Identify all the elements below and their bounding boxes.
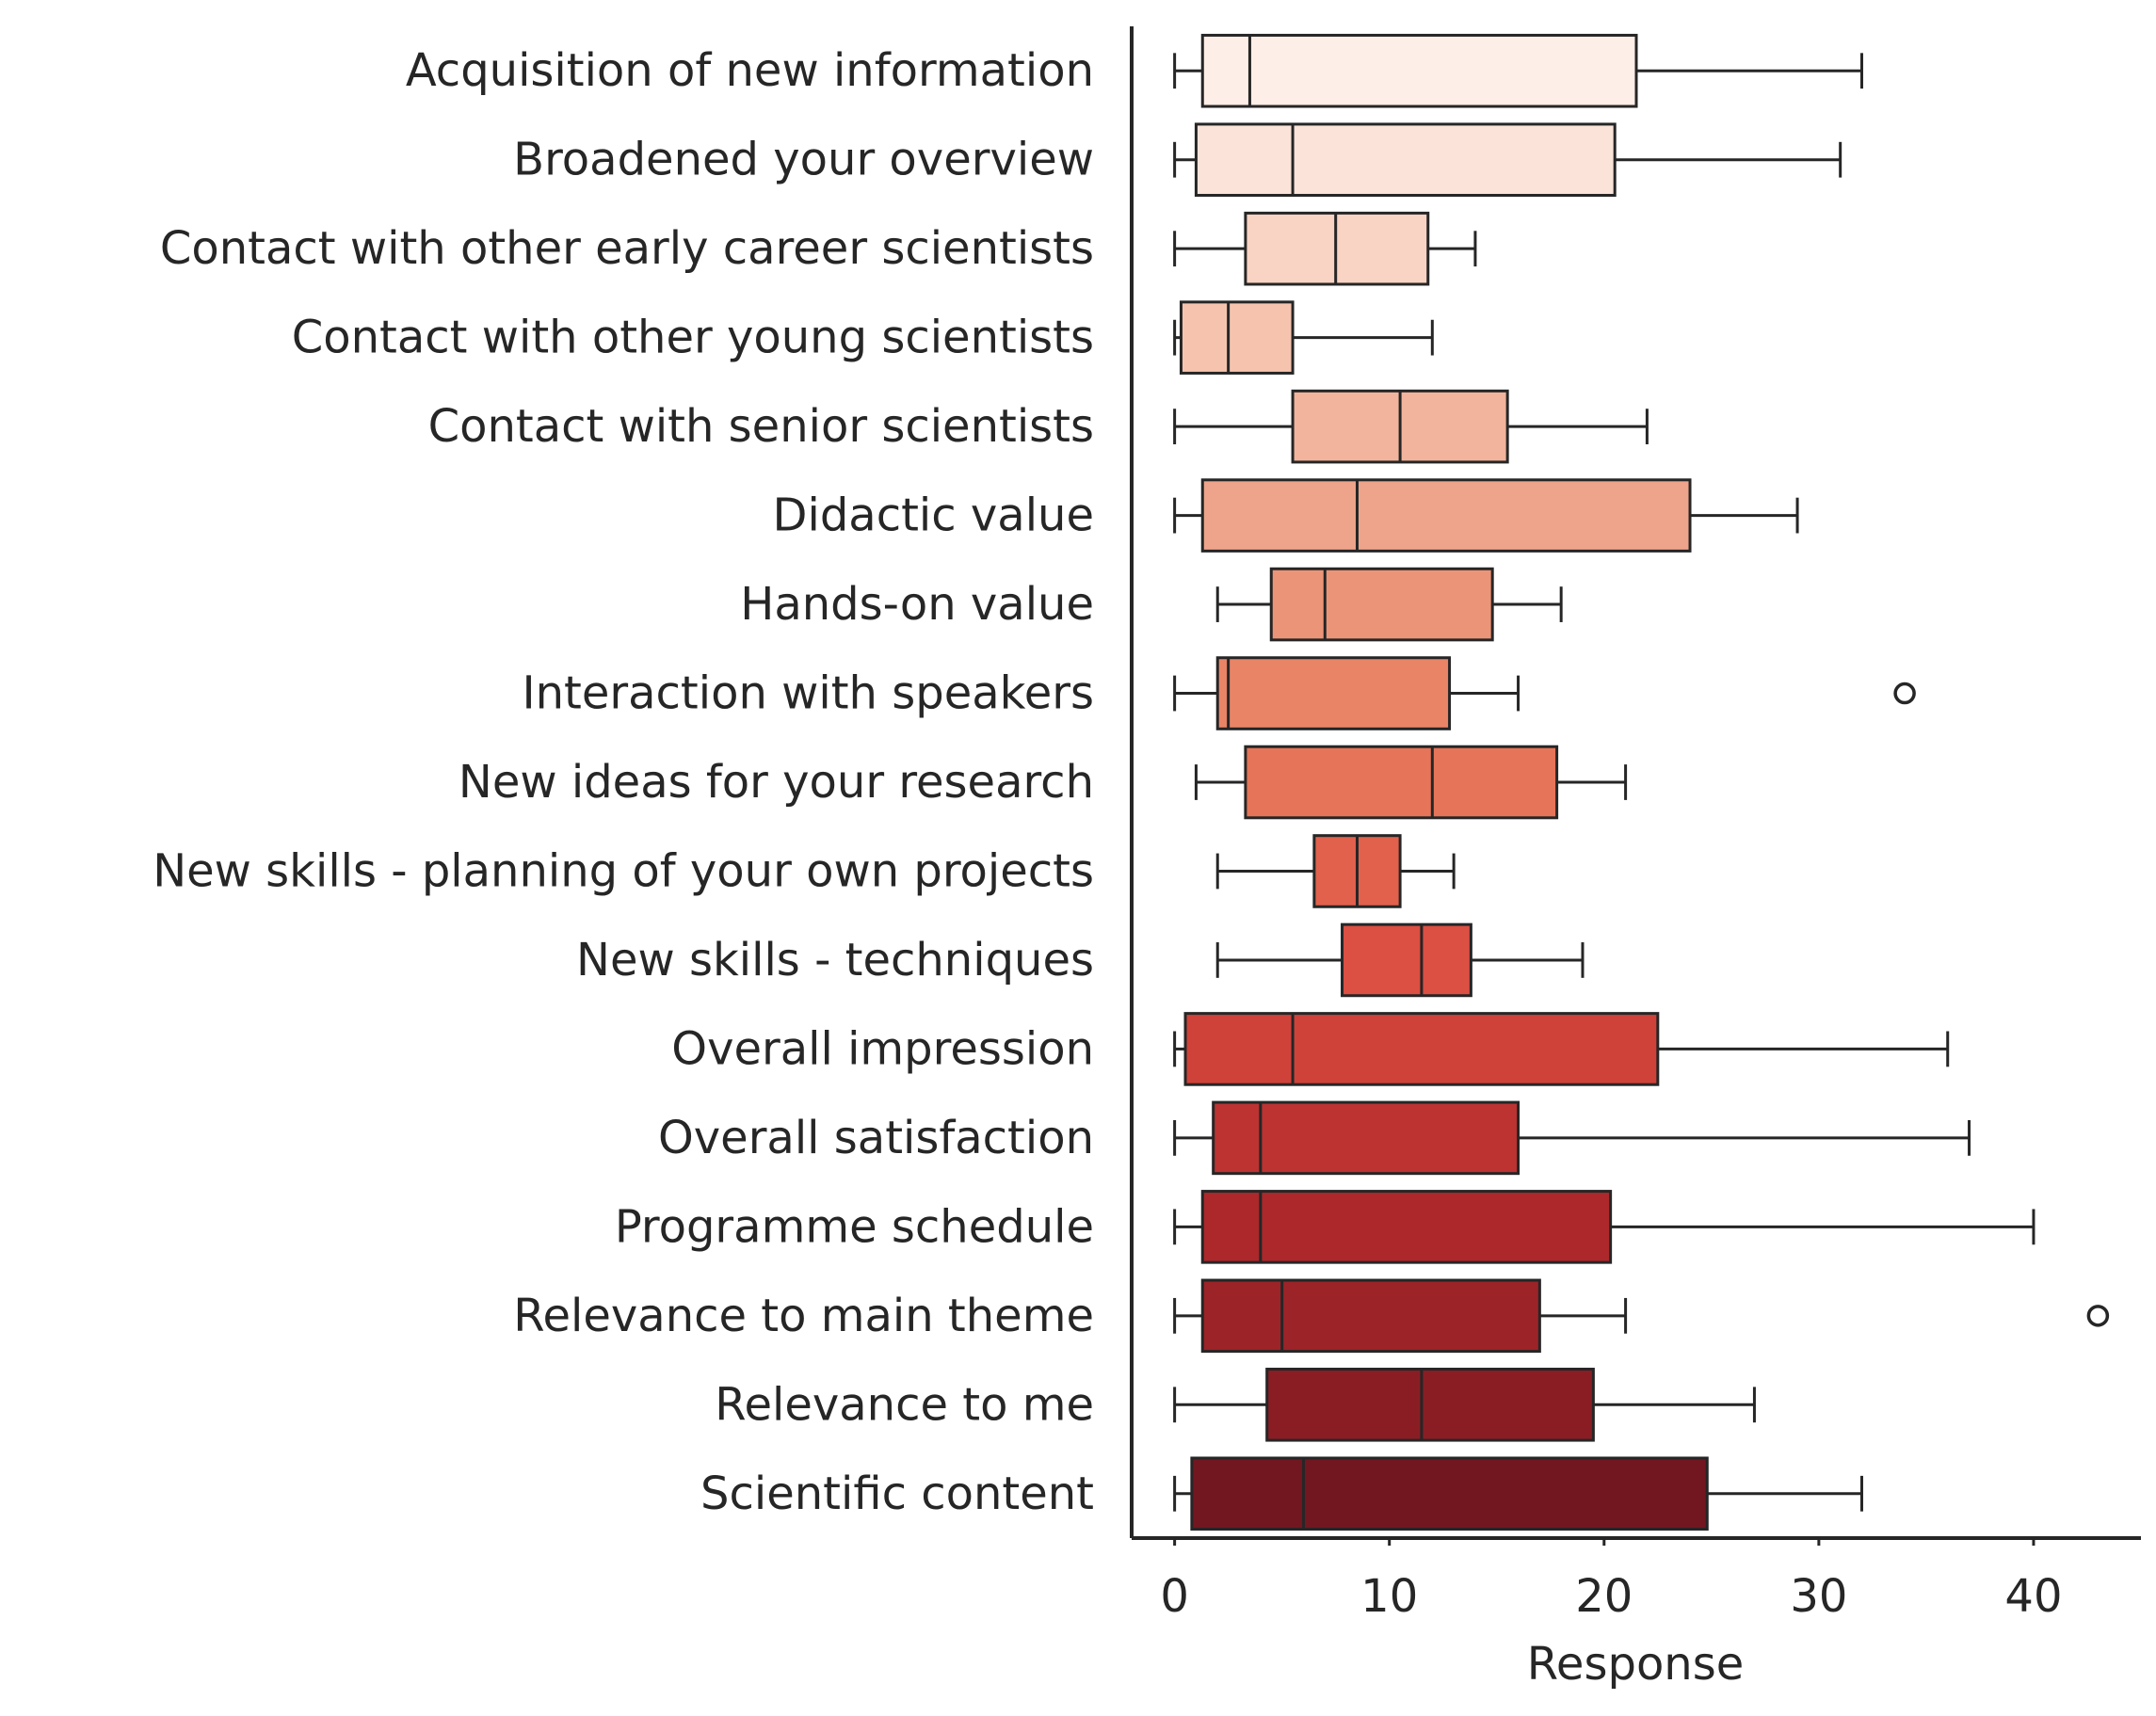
box (1244, 745, 1559, 820)
y-tick-label: Relevance to main theme (513, 1290, 1094, 1342)
y-tick-label: Scientific content (700, 1467, 1094, 1520)
y-tick-label: New skills - planning of your own projec… (153, 844, 1094, 897)
box-group (1173, 1190, 2035, 1264)
box-group (1173, 33, 1863, 108)
y-tick-label: Programme schedule (615, 1200, 1094, 1253)
box-group (1173, 1012, 1950, 1086)
y-tick-label: New ideas for your research (459, 756, 1094, 809)
y-tick-label: Contact with other young scientists (292, 312, 1094, 364)
x-tick-label: 40 (2004, 1570, 2062, 1623)
box (1200, 478, 1692, 553)
box-group (1215, 834, 1456, 908)
box (1215, 656, 1452, 730)
box-group (1173, 478, 1799, 553)
axes-layer (1130, 26, 2141, 1540)
x-tick-label: 10 (1360, 1570, 1418, 1623)
box (1183, 1012, 1660, 1086)
box-group (1173, 1368, 1756, 1442)
box (1269, 567, 1494, 642)
box (1341, 922, 1472, 998)
box-group (1173, 1100, 1971, 1176)
box (1200, 1190, 1613, 1264)
y-tick-labels: Acquisition of new information Broadened … (153, 44, 1094, 1520)
y-tick-label: Relevance to me (715, 1378, 1094, 1431)
outlier-point (1893, 682, 1916, 705)
box-group (1173, 300, 1434, 375)
boxes-layer (1173, 33, 2110, 1532)
y-tick-label: Contact with senior scientists (428, 400, 1094, 453)
y-tick-label: Overall satisfaction (658, 1112, 1094, 1164)
box (1200, 1278, 1541, 1354)
box (1212, 1100, 1520, 1176)
y-tick-label: Broadened your overview (513, 134, 1094, 186)
box (1190, 1456, 1709, 1532)
y-tick-label: Hands-on value (740, 578, 1094, 631)
x-tick-label: 30 (1790, 1570, 1847, 1623)
box-group (1173, 1278, 2110, 1354)
box-group (1194, 745, 1628, 820)
box-group (1173, 122, 1842, 197)
box (1194, 122, 1617, 197)
box (1265, 1368, 1595, 1442)
y-tick-label: Contact with other early career scientis… (160, 222, 1094, 275)
x-tick-label: 20 (1575, 1570, 1633, 1623)
x-tick-label: 0 (1160, 1570, 1189, 1623)
box-group (1173, 389, 1649, 464)
box-group (1215, 567, 1563, 642)
box (1200, 33, 1638, 108)
y-tick-label: Overall impression (671, 1022, 1094, 1075)
box-group (1173, 211, 1477, 286)
x-axis-label: Response (1527, 1638, 1745, 1691)
box-group (1173, 656, 1916, 730)
box-group (1173, 1456, 1863, 1532)
y-tick-label: Interaction with speakers (522, 667, 1094, 720)
y-tick-label: Acquisition of new information (406, 44, 1094, 97)
y-tick-label: New skills - techniques (576, 934, 1094, 986)
box (1179, 300, 1295, 375)
y-tick-label: Didactic value (773, 489, 1094, 542)
x-tick-labels: 0 10 20 30 40 (1160, 1538, 2062, 1623)
outlier-point (2086, 1305, 2110, 1327)
box-group (1215, 922, 1585, 998)
